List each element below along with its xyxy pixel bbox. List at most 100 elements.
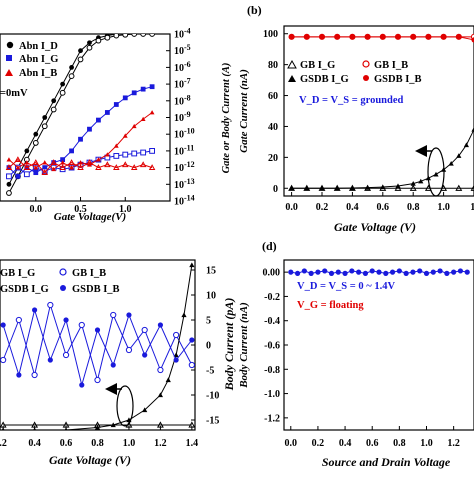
data-point xyxy=(464,269,470,275)
data-point xyxy=(94,376,101,384)
y-tick-label: 10-10 xyxy=(174,127,195,141)
data-point xyxy=(140,149,147,156)
data-point xyxy=(96,157,101,162)
x-tick-label: 1. xyxy=(470,202,474,213)
data-point xyxy=(41,123,48,130)
panel-a-marks xyxy=(5,34,156,196)
x-tick-label: 1.2 xyxy=(154,438,167,449)
y-tick-label: 10-11 xyxy=(174,143,194,157)
panel-b-yticks: 100 80 60 40 20 0 xyxy=(263,29,288,195)
data-point xyxy=(165,377,171,383)
data-point xyxy=(60,81,66,87)
data-point xyxy=(142,407,148,413)
panel-a-yticks: 10-4 10-5 10-6 10-7 10-8 10-9 10-10 10-11 10-12 1… xyxy=(166,27,195,208)
panel-b-tag: (b) xyxy=(247,3,262,17)
x-tick-label: 1.0 xyxy=(437,202,450,213)
y-tick-label: 10-5 xyxy=(174,43,191,57)
data-point xyxy=(78,321,85,329)
plot-area xyxy=(0,262,195,430)
x-tick-label: 0.6 xyxy=(366,438,379,449)
x-tick-label: 0.4 xyxy=(346,202,359,213)
y-tick-label: 10-13 xyxy=(174,177,195,191)
panel-a-xticks: 0.0 0.5 1.0 xyxy=(30,197,132,215)
x-tick-label: 1.0 xyxy=(420,438,433,449)
legend-label-gsdb-ib: GSDB I_B xyxy=(72,284,120,295)
data-point xyxy=(334,185,340,191)
data-point xyxy=(294,270,301,276)
panel-c: .2 0.4 0.6 0.8 1.0 1.2 1.4 15 10 5 0 -5 -10 -15 GB I… xyxy=(0,259,236,467)
data-point xyxy=(173,331,180,339)
data-point xyxy=(301,268,307,274)
data-point xyxy=(395,34,401,40)
data-point xyxy=(455,184,463,191)
data-point xyxy=(433,171,439,177)
data-point xyxy=(50,106,57,113)
data-point xyxy=(33,165,39,170)
data-point xyxy=(130,164,138,171)
data-point xyxy=(457,268,464,274)
data-point xyxy=(77,56,84,63)
legend-label-abn-ib: Abn I_B xyxy=(19,68,57,79)
data-point xyxy=(308,270,314,276)
data-point xyxy=(304,34,310,40)
y-tick-label: -15 xyxy=(206,416,219,427)
y-tick-label: 40 xyxy=(268,122,278,133)
data-point xyxy=(356,269,362,275)
legend-label-gb-ig: GB I_G xyxy=(0,268,35,279)
y-tick-label: 80 xyxy=(268,60,278,71)
data-point xyxy=(430,269,436,275)
plot-area xyxy=(288,268,470,276)
panel-d-yticks: -1.2 -1.0 -0.8 -0.6 -0.4 -0.2 0.00 xyxy=(263,268,288,424)
x-tick-label: 0.2 xyxy=(312,438,325,449)
data-point xyxy=(456,153,462,158)
x-tick-label: 0.0 xyxy=(285,438,298,449)
panel-d-note-floating: V_G = floating xyxy=(297,300,364,311)
y-tick-label: 10-6 xyxy=(174,60,191,74)
x-tick-label: 0.6 xyxy=(377,202,390,213)
x-tick-label: 0.8 xyxy=(407,202,420,213)
data-point xyxy=(122,161,129,168)
x-tick-label: 0.0 xyxy=(285,202,298,213)
data-point xyxy=(396,268,402,274)
panel-a-legend: Abn I_D Abn I_G Abn I_B =0mV xyxy=(0,41,58,99)
data-point xyxy=(441,34,447,40)
plot-area xyxy=(288,33,474,191)
x-tick-label: 1.4 xyxy=(186,438,199,449)
data-point xyxy=(448,160,454,166)
data-point xyxy=(383,270,389,276)
x-tick-label: 0.6 xyxy=(60,438,73,449)
data-point xyxy=(409,184,417,191)
data-point xyxy=(0,356,7,364)
plot-area xyxy=(5,34,156,196)
data-point xyxy=(104,152,110,157)
series-line xyxy=(8,158,153,174)
data-point xyxy=(173,357,179,363)
data-point xyxy=(51,166,57,172)
x-tick-label: 1.0 xyxy=(123,438,136,449)
data-point xyxy=(87,126,92,132)
panel-a-note: =0mV xyxy=(0,88,28,99)
data-point xyxy=(140,116,146,122)
data-point xyxy=(189,337,195,343)
data-point xyxy=(86,159,93,165)
data-point xyxy=(62,351,70,359)
data-point xyxy=(63,317,69,323)
legend-label-abn-ig: Abn I_G xyxy=(19,54,58,65)
data-point xyxy=(181,312,187,318)
y-tick-label: -0.2 xyxy=(264,292,280,303)
data-point xyxy=(122,34,129,38)
legend-label-gsdb-ib: GSDB I_B xyxy=(374,74,422,85)
panel-c-highlight-ellipse xyxy=(116,385,134,427)
data-point xyxy=(140,34,147,37)
data-point xyxy=(444,270,450,276)
data-point xyxy=(32,159,40,165)
data-point xyxy=(149,110,155,115)
y-tick-label: -5 xyxy=(206,366,214,377)
data-point xyxy=(5,164,13,171)
data-point xyxy=(69,65,74,70)
data-point xyxy=(6,181,12,187)
panel-b-xticks: 0.0 0.2 0.4 0.6 0.8 1.0 1. xyxy=(285,192,474,213)
y-tick-label: 0.00 xyxy=(263,268,281,279)
data-point xyxy=(6,157,12,162)
data-point xyxy=(140,86,146,92)
